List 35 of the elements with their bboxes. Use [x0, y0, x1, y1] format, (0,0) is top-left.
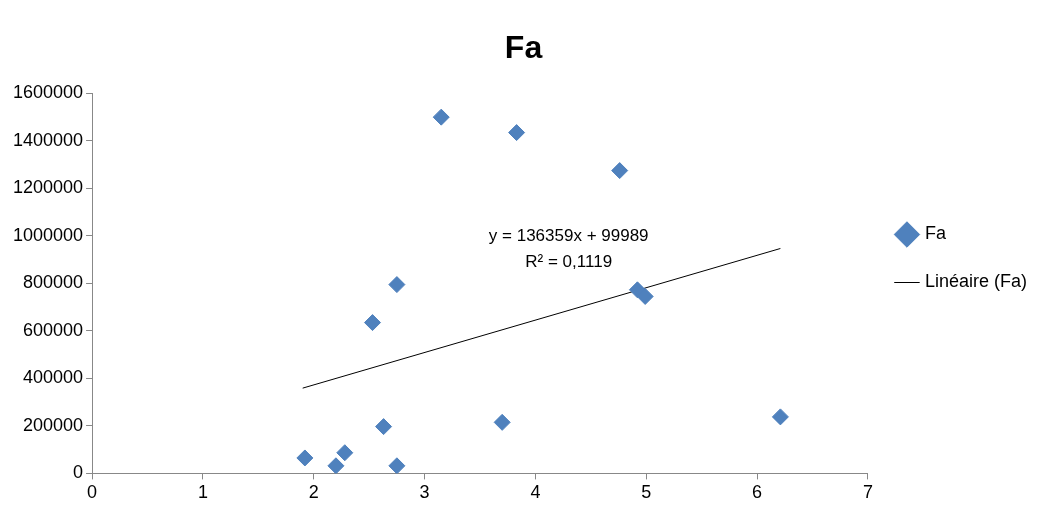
- point: [375, 418, 393, 436]
- y-tick-label: 400000: [23, 367, 84, 388]
- point: [636, 287, 654, 305]
- y-tick-label: 1200000: [13, 177, 84, 198]
- point: [388, 276, 406, 294]
- x-tick-label: 7: [862, 482, 873, 503]
- point: [508, 124, 526, 142]
- point: [296, 449, 314, 467]
- x-tick-label: 2: [308, 482, 319, 503]
- annotation: R² = 0,1119: [525, 251, 613, 271]
- y-tick-label: 200000: [23, 414, 84, 435]
- point: [388, 457, 406, 474]
- point: [493, 413, 511, 431]
- x-tick-label: 5: [641, 482, 652, 503]
- x-tick-label: 0: [87, 482, 98, 503]
- annotation: y = 136359x + 99989: [488, 225, 649, 245]
- point: [771, 408, 789, 426]
- chart-title: Fa: [504, 29, 543, 66]
- point: [364, 314, 381, 332]
- point: [336, 444, 354, 462]
- y-tick-label: 1400000: [13, 129, 84, 150]
- x-tick-label: 6: [752, 482, 763, 503]
- x-tick-label: 4: [530, 482, 541, 503]
- legend-label: Fa: [924, 223, 947, 244]
- point: [327, 457, 345, 474]
- y-tick-label: 600000: [23, 319, 84, 340]
- point: [432, 108, 450, 126]
- legend-label: Linéaire (Fa): [924, 271, 1028, 292]
- x-tick-label: 3: [419, 482, 430, 503]
- y-tick-label: 1000000: [13, 224, 84, 245]
- x-tick-label: 1: [197, 482, 208, 503]
- y-tick-label: 1600000: [13, 82, 84, 103]
- y-tick-label: 800000: [23, 272, 84, 293]
- y-tick-label: 0: [73, 462, 84, 483]
- point: [611, 162, 629, 180]
